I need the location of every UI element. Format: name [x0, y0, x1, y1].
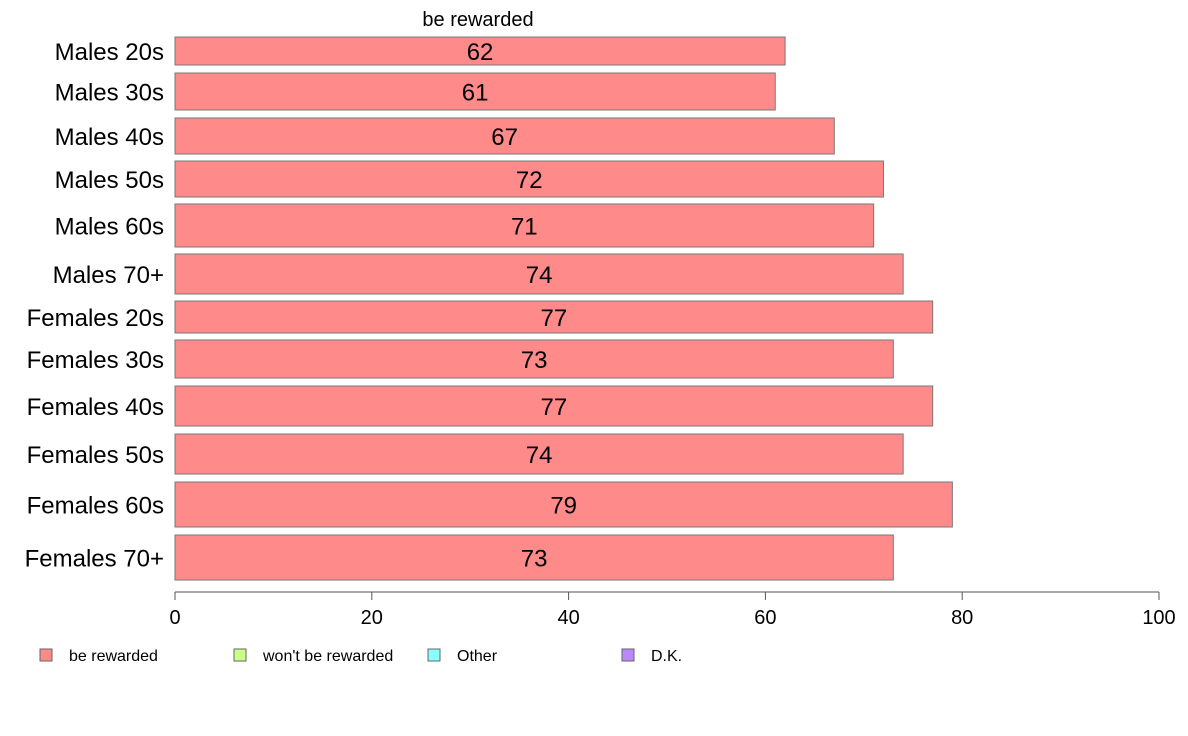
data-label: 77: [540, 305, 567, 332]
bar-segment: [174, 36, 786, 66]
category-label: Males 60s: [55, 214, 164, 241]
bar-segment: [174, 117, 835, 155]
legend-label: be rewarded: [69, 648, 158, 665]
category-labels: Males 20s Males 30s Males 40s Males 50s Male…: [25, 39, 164, 573]
data-label: 72: [516, 167, 543, 194]
x-tick-label: 100: [1142, 607, 1175, 629]
category-label: Females 20s: [27, 305, 164, 332]
x-tick-label: 40: [557, 607, 579, 629]
x-axis: 0 20 40 60 80 100: [169, 591, 1176, 629]
top-segment-label: be rewarded: [422, 9, 533, 31]
legend-label: won't be rewarded: [262, 648, 393, 665]
legend-swatch: [233, 648, 247, 662]
category-label: Males 30s: [55, 80, 164, 107]
data-label: 71: [511, 214, 538, 241]
category-label: Females 50s: [27, 442, 164, 469]
bar-segment: [174, 72, 776, 111]
category-label: Males 70+: [53, 262, 164, 289]
legend-swatch: [621, 648, 635, 662]
x-tick-label: 60: [754, 607, 776, 629]
bars-group: [174, 36, 953, 581]
legend-swatch: [39, 648, 53, 662]
legend-swatch: [427, 648, 441, 662]
category-label: Females 30s: [27, 347, 164, 374]
category-label: Females 60s: [27, 493, 164, 520]
legend-label: Other: [457, 648, 498, 665]
bar-segment: [174, 339, 894, 379]
bar-segment: [174, 253, 904, 295]
bar-segment: [174, 481, 953, 528]
bar-segment: [174, 160, 884, 198]
legend-label: D.K.: [651, 648, 682, 665]
data-label: 73: [521, 546, 548, 573]
category-label: Females 40s: [27, 394, 164, 421]
data-label: 79: [550, 493, 577, 520]
bar-segment: [174, 300, 934, 334]
bar-segment: [174, 433, 904, 475]
x-tick-label: 0: [169, 607, 180, 629]
bar-segment: [174, 203, 875, 248]
data-label: 77: [540, 394, 567, 421]
x-tick-label: 80: [951, 607, 973, 629]
data-label: 74: [526, 262, 553, 289]
data-label: 61: [462, 80, 489, 107]
data-label: 73: [521, 347, 548, 374]
data-label: 62: [467, 39, 494, 66]
data-label: 67: [491, 124, 518, 151]
category-label: Males 20s: [55, 39, 164, 66]
bar-segment: [174, 385, 934, 427]
category-label: Males 50s: [55, 167, 164, 194]
bar-segment: [174, 534, 894, 581]
category-label: Males 40s: [55, 124, 164, 151]
x-tick-label: 20: [361, 607, 383, 629]
data-label: 74: [526, 442, 553, 469]
legend: be rewarded won't be rewarded Other D.K.: [39, 648, 682, 665]
category-label: Females 70+: [25, 546, 164, 573]
